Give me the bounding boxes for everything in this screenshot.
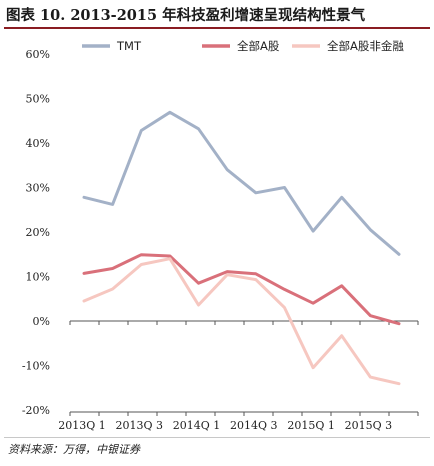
chart-title: 图表 10. 2013-2015 年科技盈利增速呈现结构性景气 — [6, 7, 366, 24]
x-tick-label: 2015Q 1 — [287, 419, 335, 432]
y-tick-label: -20% — [22, 404, 50, 417]
footer-rule — [4, 437, 430, 438]
title-rule — [4, 27, 430, 29]
legend-label: 全部A股 — [237, 39, 280, 53]
y-tick-label: 10% — [26, 271, 50, 284]
y-tick-label: 0% — [33, 315, 50, 328]
y-tick-label: 20% — [26, 226, 50, 239]
line-chart: TMT 全部A股 全部A股非金融 60% 50% 40% 30% 20% 10% 0% -10% -… — [22, 39, 419, 432]
series-lines — [82, 110, 401, 386]
series-line-2 — [82, 253, 401, 326]
x-tick-label: 2014Q 3 — [230, 419, 278, 432]
x-tick-label: 2014Q 1 — [173, 419, 221, 432]
legend-label: TMT — [116, 39, 142, 53]
source-note: 资料来源：万得，中银证券 — [8, 443, 140, 456]
x-tick-label: 2013Q 1 — [58, 419, 106, 432]
y-tick-label: 50% — [26, 93, 50, 106]
x-tick-label: 2013Q 3 — [116, 419, 164, 432]
y-tick-label: -10% — [22, 360, 50, 373]
axes: 60% 50% 40% 30% 20% 10% 0% -10% -20% 2013Q 1 2013Q… — [22, 48, 419, 432]
y-tick-label: 60% — [26, 48, 50, 61]
series-line-1 — [82, 110, 401, 256]
legend-label: 全部A股非金融 — [327, 39, 404, 53]
legend: TMT 全部A股 全部A股非金融 — [82, 39, 404, 53]
x-tick-label: 2015Q 3 — [345, 419, 393, 432]
y-tick-label: 40% — [26, 137, 50, 150]
series-line-3 — [82, 257, 401, 386]
y-tick-label: 30% — [26, 182, 50, 195]
